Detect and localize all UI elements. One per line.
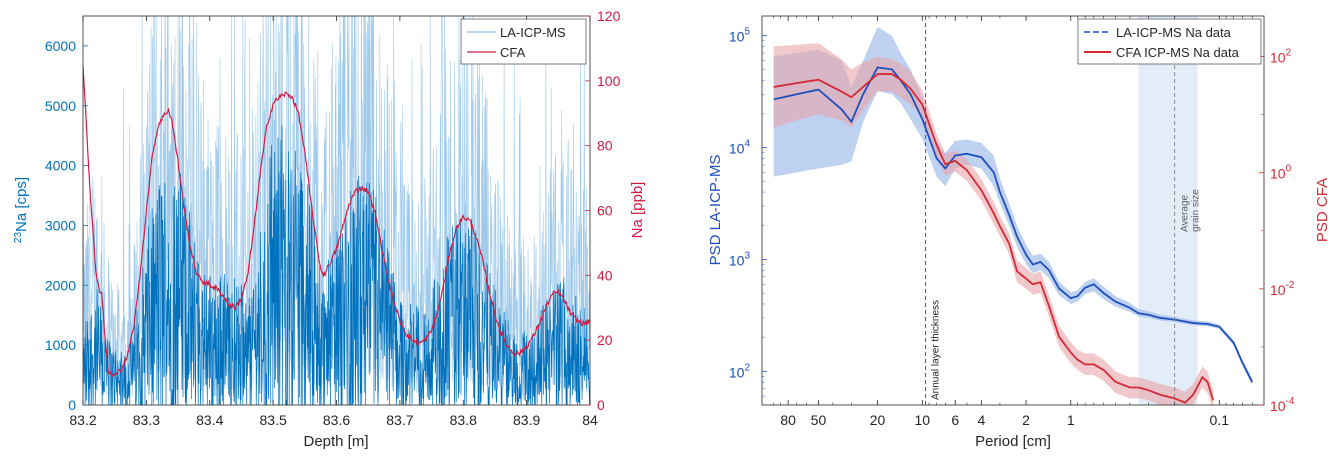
chart1-x-tick-label: 83.9	[513, 412, 540, 428]
chart1-left-y-tick-label: 0	[68, 397, 76, 413]
chart1-right-y-tick-label: 40	[597, 267, 613, 283]
chart2-right-y-tick-label: 10-4	[1270, 396, 1295, 414]
chart2-left-y-tick-label: 105	[729, 27, 751, 45]
chart1-x-tick-label: 83.8	[450, 412, 477, 428]
chart2-x-axis-label: Period [cm]	[975, 433, 1051, 450]
chart1-legend-box	[460, 18, 587, 65]
chart2-x-tick-label: 0.1	[1210, 412, 1230, 428]
chart2-x-tick-label: 50	[811, 412, 827, 428]
chart1-legend-la-label: LA-ICP-MS	[500, 25, 566, 40]
chart1-right-y-tick-label: 80	[597, 138, 613, 154]
chart2-right-y-tick-label: 102	[1270, 48, 1292, 66]
chart1-left-y-ticks: 0 1000 2000 3000 4000 5000 6000	[45, 38, 88, 413]
chart2-x-tick-label: 10	[914, 412, 930, 428]
chart1-right-y-tick-label: 20	[597, 332, 613, 348]
chart2-x-tick-label: 4	[977, 412, 985, 428]
chart1-left-y-tick-label: 4000	[45, 158, 76, 174]
chart2-right-axis-label: PSD CFA	[1314, 178, 1331, 242]
chart1-left-y-tick-label: 5000	[45, 98, 76, 114]
chart2-right-y-tick-label: 10-2	[1270, 280, 1295, 298]
chart1-right-axis-label: Na [ppb]	[629, 182, 646, 239]
chart1-right-y-ticks: 0 20 40 60 80 100 120	[585, 8, 621, 413]
chart2-right-y-tick-label: 100	[1270, 164, 1292, 182]
chart2-x-tick-label: 20	[870, 412, 886, 428]
la-icp-ms-signal-dense	[83, 125, 590, 405]
chart2-x-tick-label: 80	[780, 412, 796, 428]
chart1-x-tick-label: 83.3	[133, 412, 160, 428]
chart1-x-tick-label: 83.5	[260, 412, 287, 428]
chart1-x-axis-label: Depth [m]	[303, 433, 368, 450]
chart2-legend-la-label: LA-ICP-MS Na data	[1116, 25, 1232, 40]
grain-size-band	[1138, 16, 1198, 405]
chart1-left-y-tick-label: 2000	[45, 277, 76, 293]
chart1-x-tick-label: 83.2	[69, 412, 96, 428]
chart2-legend-box	[1077, 18, 1262, 65]
chart2-x-ticks: 80 50 20 10 6 4 2 1 0.1	[773, 16, 1253, 428]
cfa-psd-line	[773, 73, 1215, 404]
cfa-na-line	[83, 66, 590, 377]
chart2-plot-area	[773, 16, 1254, 405]
chart2-x-tick-label: 2	[1022, 412, 1030, 428]
chart2-right-y-ticks: 10-4 10-2 100 102	[1259, 48, 1295, 414]
chart1-x-tick-label: 83.7	[386, 412, 413, 428]
chart1-right-y-tick-label: 120	[597, 8, 621, 24]
chart1-right-y-tick-label: 60	[597, 203, 613, 219]
chart1-left-y-tick-label: 3000	[45, 217, 76, 233]
chart2-legend-cfa-label: CFA ICP-MS Na data	[1116, 45, 1240, 60]
chart1-left-axis-label-main: Na [cps]	[13, 177, 30, 232]
chart2-x-tick-label: 1	[1067, 412, 1075, 428]
annual-layer-thickness-annotation: Annual layer thickness	[931, 300, 942, 400]
chart2-left-axis-label: PSD LA-ICP-MS	[707, 155, 724, 266]
chart1-x-ticks: 83.2 83.3 83.4 83.5 83.6 83.7 83.8 83.9 84	[69, 16, 598, 428]
chart1-right-y-tick-label: 100	[597, 73, 621, 89]
la-psd-line	[773, 66, 1254, 383]
chart-depth-profile: 83.2 83.3 83.4 83.5 83.6 83.7 83.8 83.9 84 01000…	[13, 8, 646, 450]
chart2-legend: LA-ICP-MS Na data CFA ICP-MS Na data	[1077, 18, 1262, 65]
chart1-x-tick-label: 83.6	[323, 412, 350, 428]
chart-power-spectrum: 80 50 20 10 6 4 2 1 0.1 102 103 104 105 10-4 10-2 100…	[707, 15, 1331, 450]
chart1-legend-cfa-label: CFA	[500, 45, 526, 60]
chart1-plot-area	[83, 16, 590, 405]
chart1-left-axis-label-superscript: 23	[13, 232, 24, 244]
average-grain-size-annotation-line1: Average	[1180, 194, 1191, 232]
chart1-left-y-tick-label: 6000	[45, 38, 76, 54]
chart1-left-axis-label: 23Na [cps]	[13, 177, 30, 243]
chart1-x-tick-label: 83.4	[196, 412, 223, 428]
average-grain-size-annotation-line2: grain size	[1191, 189, 1202, 232]
chart1-left-y-tick-label: 1000	[45, 337, 76, 353]
chart2-frame	[761, 15, 1265, 406]
chart2-left-y-ticks: 102 103 104 105	[729, 27, 767, 406]
chart2-x-tick-label: 6	[951, 412, 959, 428]
chart2-left-y-tick-label: 104	[729, 139, 751, 157]
chart1-x-tick-label: 84	[582, 412, 598, 428]
chart1-right-y-tick-label: 0	[597, 397, 605, 413]
chart1-legend: LA-ICP-MS CFA	[460, 18, 587, 65]
chart2-left-y-tick-label: 103	[729, 250, 751, 268]
chart2-left-y-tick-label: 102	[729, 362, 751, 380]
